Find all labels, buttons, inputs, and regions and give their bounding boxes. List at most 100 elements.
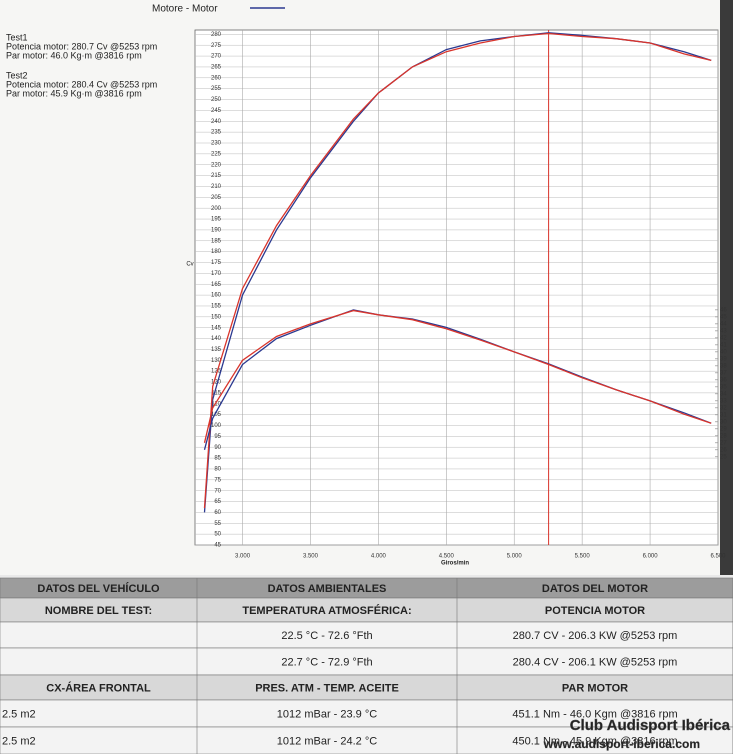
plot-area	[194, 29, 719, 546]
y2-tick-label: 41	[720, 342, 727, 348]
legend-text: Potencia motor: 280.4 Cv @5253 rpm	[6, 79, 157, 89]
table-cell: DATOS AMBIENTALES	[268, 583, 387, 595]
y-tick-label: 50	[214, 532, 221, 538]
y-tick-label: 130	[211, 358, 222, 364]
x-tick-label: 4.000	[371, 554, 387, 560]
series-line	[203, 309, 712, 443]
legend-name: Test1	[6, 32, 28, 42]
y-tick-label: 125	[211, 369, 222, 375]
y-tick-label: 145	[211, 325, 222, 331]
table-row	[0, 699, 733, 728]
y2-tick-label: 40	[720, 349, 727, 355]
y-tick-label: 120	[211, 380, 222, 386]
y2-tick-label: 37	[720, 370, 727, 376]
y2-tick-label: 28	[720, 433, 727, 439]
y-tick-label: 95	[214, 434, 221, 440]
watermark: Club Audisport Ibérica	[570, 717, 731, 734]
y2-tick-label: 42	[720, 335, 727, 341]
y-tick-label: 60	[214, 510, 221, 516]
y-tick-label: 210	[211, 184, 222, 190]
table-cell: 1012 mBar - 24.2 °C	[277, 735, 377, 747]
y-tick-label: 280	[211, 32, 222, 38]
y-tick-label: 185	[211, 238, 222, 244]
table-cell: CX-ÁREA FRONTAL	[46, 681, 151, 694]
y2-tick-label: 29	[720, 426, 727, 432]
y-tick-label: 225	[211, 151, 222, 157]
y2-tick-label: 31	[720, 412, 727, 418]
x-tick-label: 6.500	[710, 554, 726, 560]
table-row	[0, 621, 733, 649]
y-tick-label: 215	[211, 173, 222, 179]
legend-name: Test2	[6, 70, 28, 80]
table-cell: DATOS DEL MOTOR	[542, 583, 648, 595]
y2-tick-label: 39	[720, 356, 727, 362]
x-tick-label: 4.500	[439, 554, 455, 560]
y2-tick-label: 45	[720, 314, 727, 320]
table-row	[0, 647, 733, 676]
page-edge	[720, 0, 733, 575]
x-tick-label: 3.000	[235, 554, 251, 560]
y2-tick-label: 46	[720, 307, 727, 313]
y-tick-label: 85	[214, 456, 221, 462]
y2-tick-label: 27	[720, 440, 727, 446]
y-tick-label: 270	[211, 54, 222, 60]
y-tick-label: 190	[211, 227, 222, 233]
y2-tick-label: 43	[720, 328, 727, 334]
y-tick-label: 245	[211, 108, 222, 114]
table-cell: NOMBRE DEL TEST:	[45, 605, 152, 617]
y2-tick-label: 34	[720, 391, 727, 397]
y-tick-label: 65	[214, 499, 221, 505]
series-line	[203, 32, 712, 509]
table-cell: 1012 mBar - 23.9 °C	[277, 708, 377, 720]
y-axis-label: Cv	[186, 262, 193, 268]
y2-tick-label: 30	[720, 419, 727, 425]
table-row	[0, 597, 733, 623]
table-cell: 280.4 CV - 206.1 KW @5253 rpm	[513, 656, 678, 668]
y-tick-label: 150	[211, 314, 222, 320]
y-tick-label: 205	[211, 195, 222, 201]
y2-tick-label: 44	[720, 321, 727, 327]
table-cell: 450.1 Nm - 45.9 Kgm @3816 rpm	[512, 735, 677, 747]
y-tick-label: 75	[214, 477, 221, 483]
y2-tick-label: 26	[720, 447, 727, 453]
x-tick-label: 3.500	[303, 554, 319, 560]
legend-text: Par motor: 45.9 Kg·m @3816 rpm	[6, 88, 142, 98]
y-tick-label: 260	[211, 75, 222, 81]
x-tick-label: 5.500	[575, 554, 591, 560]
y-tick-label: 135	[211, 347, 222, 353]
y-tick-label: 265	[211, 65, 222, 71]
y2-tick-label: 35	[720, 384, 727, 390]
table-cell: 22.5 °C - 72.6 °Fth	[281, 630, 372, 642]
y-tick-label: 200	[211, 206, 222, 212]
y-tick-label: 70	[214, 488, 221, 494]
y-tick-label: 230	[211, 141, 222, 147]
x-tick-label: 5.000	[507, 554, 523, 560]
y-tick-label: 55	[214, 521, 221, 527]
y-tick-label: 80	[214, 467, 221, 473]
table-cell: TEMPERATURA ATMOSFÉRICA:	[242, 604, 411, 617]
y-tick-label: 105	[211, 412, 222, 418]
legend-text: Par motor: 46.0 Kg·m @3816 rpm	[6, 50, 142, 60]
y-tick-label: 275	[211, 43, 222, 49]
y-tick-label: 170	[211, 271, 222, 277]
watermark-url: www.audisport-iberica.com	[543, 737, 700, 751]
y-tick-label: 220	[211, 162, 222, 168]
table-cell: PAR MOTOR	[562, 682, 628, 694]
y-tick-label: 155	[211, 304, 222, 310]
y2-tick-label: 36	[720, 377, 727, 383]
y-tick-label: 195	[211, 217, 222, 223]
y-tick-label: 240	[211, 119, 222, 125]
table-cell: PRES. ATM - TEMP. ACEITE	[255, 682, 399, 694]
chart-title: Motore - Motor	[152, 4, 218, 15]
y-tick-label: 250	[211, 97, 222, 103]
table-cell: DATOS DEL VEHÍCULO	[37, 582, 160, 595]
table-row	[0, 674, 733, 701]
y2-tick-label: 33	[720, 398, 727, 404]
y-tick-label: 90	[214, 445, 221, 451]
y2-tick-label: 32	[720, 405, 727, 411]
y-tick-label: 160	[211, 293, 222, 299]
y-tick-label: 110	[211, 401, 221, 407]
y-tick-label: 100	[211, 423, 222, 429]
